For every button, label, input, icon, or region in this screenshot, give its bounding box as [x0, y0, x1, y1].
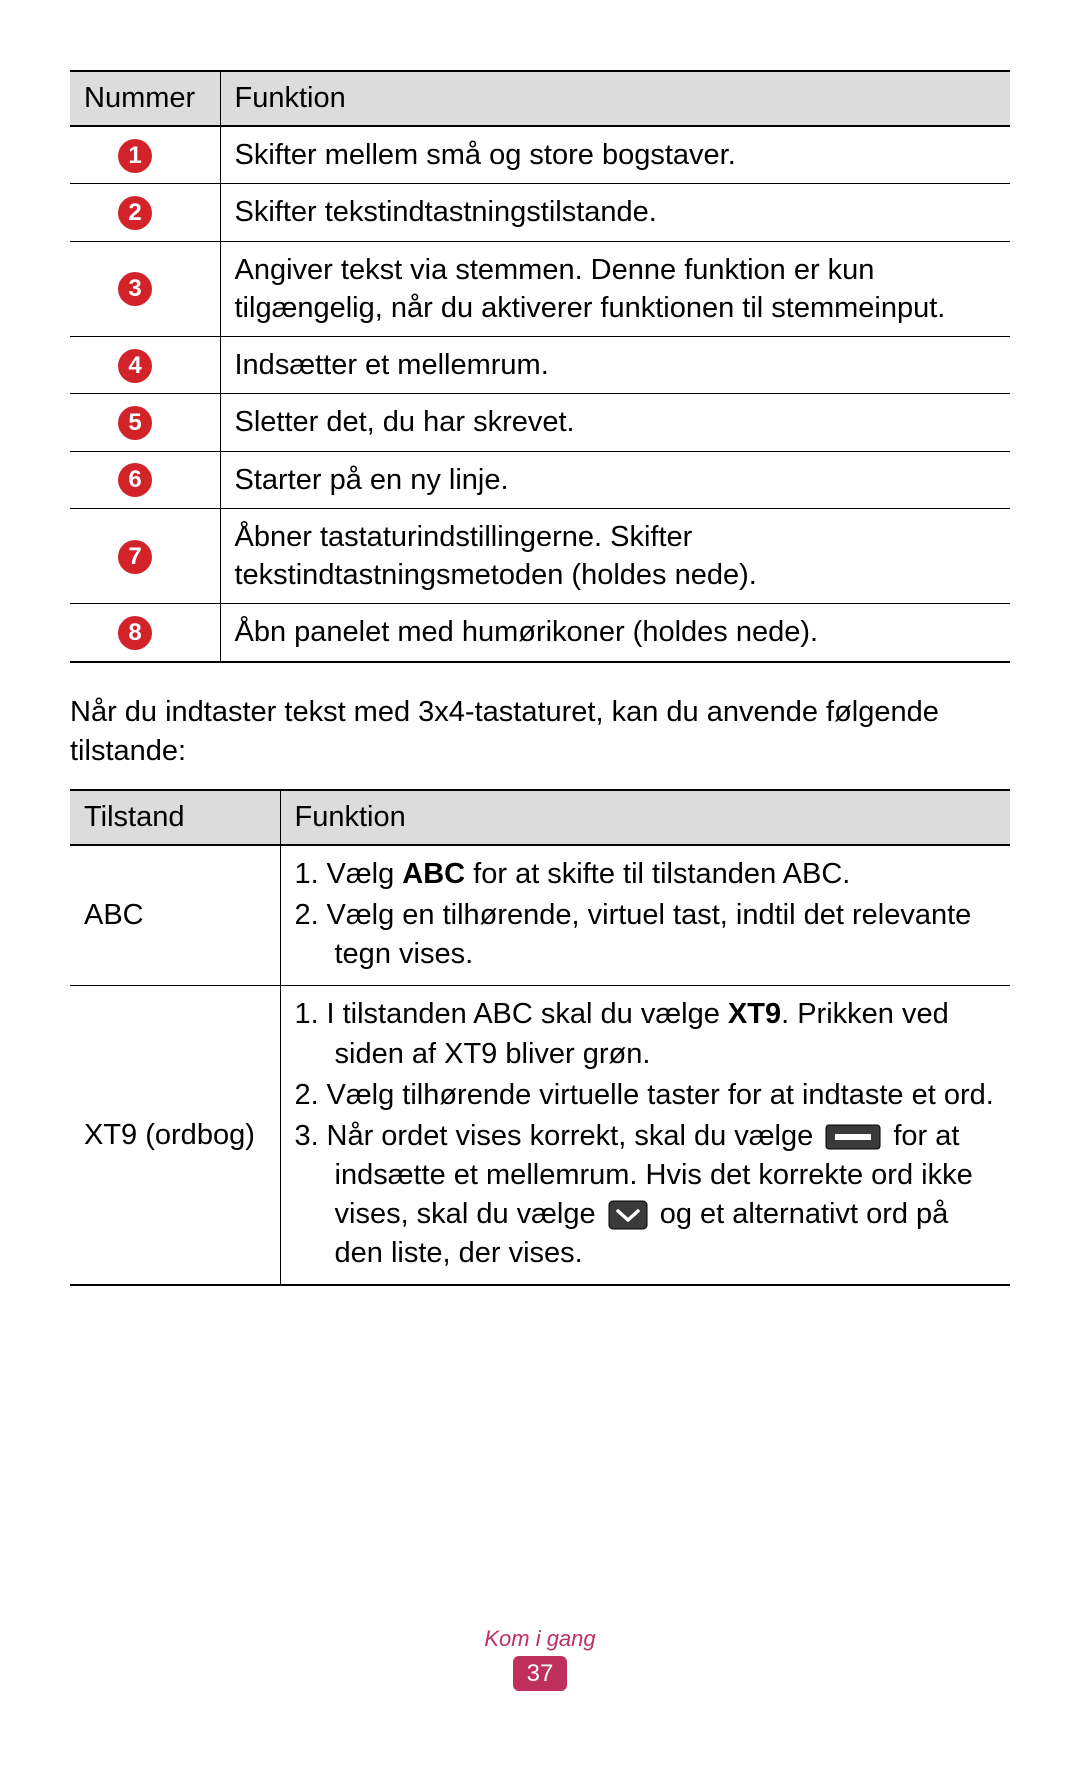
mode-function: I tilstanden ABC skal du vælge XT9. Prik…	[280, 986, 1010, 1285]
text-fragment: Vælg	[327, 858, 403, 890]
table-row: 3 Angiver tekst via stemmen. Denne funkt…	[70, 241, 1010, 337]
header-nummer: Nummer	[70, 71, 220, 126]
function-text: Skifter mellem små og store bogstaver.	[220, 126, 1010, 184]
function-text: Åbn panelet med humørikoner (holdes nede…	[220, 604, 1010, 662]
mode-function: Vælg ABC for at skifte til tilstanden AB…	[280, 845, 1010, 986]
function-text: Angiver tekst via stemmen. Denne funktio…	[220, 241, 1010, 337]
table-row: 8 Åbn panelet med humørikoner (holdes ne…	[70, 604, 1010, 662]
text-fragment: Når ordet vises korrekt, skal du vælge	[327, 1120, 822, 1152]
header-tilstand: Tilstand	[70, 790, 280, 845]
circled-number-icon: 4	[118, 349, 152, 383]
bold-text: ABC	[402, 858, 465, 890]
page-number-badge: 37	[513, 1656, 568, 1691]
text-fragment: I tilstanden ABC skal du vælge	[327, 998, 728, 1030]
page-footer: Kom i gang 37	[0, 1626, 1080, 1691]
table-row: 5 Sletter det, du har skrevet.	[70, 394, 1010, 451]
circled-number-icon: 1	[118, 139, 152, 173]
table-row: 6 Starter på en ny linje.	[70, 451, 1010, 508]
circled-number-icon: 8	[118, 616, 152, 650]
table-row: ABC Vælg ABC for at skifte til tilstande…	[70, 845, 1010, 986]
header-funktion: Funktion	[220, 71, 1010, 126]
intertext-paragraph: Når du indtaster tekst med 3x4-tastature…	[70, 693, 1010, 771]
bold-text: XT9	[728, 998, 781, 1030]
text-fragment: for at skifte til tilstanden ABC.	[465, 858, 850, 890]
function-text: Starter på en ny linje.	[220, 451, 1010, 508]
header-funktion: Funktion	[280, 790, 1010, 845]
table-row: 4 Indsætter et mellemrum.	[70, 337, 1010, 394]
function-text: Sletter det, du har skrevet.	[220, 394, 1010, 451]
text-fragment: Vælg tilhørende virtuelle taster for at …	[327, 1079, 994, 1111]
list-item: Når ordet vises korrekt, skal du vælge f…	[295, 1117, 997, 1274]
list-item: Vælg en tilhørende, virtuel tast, indtil…	[295, 896, 997, 974]
footer-section-title: Kom i gang	[0, 1626, 1080, 1652]
table-row: XT9 (ordbog) I tilstanden ABC skal du væ…	[70, 986, 1010, 1285]
circled-number-icon: 6	[118, 463, 152, 497]
list-item: Vælg ABC for at skifte til tilstanden AB…	[295, 855, 997, 894]
function-text: Skifter tekstindtastningstilstande.	[220, 184, 1010, 241]
circled-number-icon: 2	[118, 196, 152, 230]
table-header-row: Nummer Funktion	[70, 71, 1010, 126]
numbered-functions-table: Nummer Funktion 1 Skifter mellem små og …	[70, 70, 1010, 663]
function-text: Åbner tastaturindstillingerne. Skifter t…	[220, 508, 1010, 604]
list-item: Vælg tilhørende virtuelle taster for at …	[295, 1076, 997, 1115]
function-text: Indsætter et mellemrum.	[220, 337, 1010, 394]
mode-name: ABC	[70, 845, 280, 986]
table-header-row: Tilstand Funktion	[70, 790, 1010, 845]
table-row: 1 Skifter mellem små og store bogstaver.	[70, 126, 1010, 184]
table-row: 2 Skifter tekstindtastningstilstande.	[70, 184, 1010, 241]
modes-table: Tilstand Funktion ABC Vælg ABC for at sk…	[70, 789, 1010, 1286]
circled-number-icon: 5	[118, 406, 152, 440]
text-fragment: Vælg en tilhørende, virtuel tast, indtil…	[327, 899, 972, 970]
mode-name: XT9 (ordbog)	[70, 986, 280, 1285]
circled-number-icon: 7	[118, 540, 152, 574]
circled-number-icon: 3	[118, 272, 152, 306]
spacebar-icon	[825, 1124, 881, 1150]
chevron-down-icon	[608, 1200, 648, 1230]
list-item: I tilstanden ABC skal du vælge XT9. Prik…	[295, 995, 997, 1073]
table-row: 7 Åbner tastaturindstillingerne. Skifter…	[70, 508, 1010, 604]
